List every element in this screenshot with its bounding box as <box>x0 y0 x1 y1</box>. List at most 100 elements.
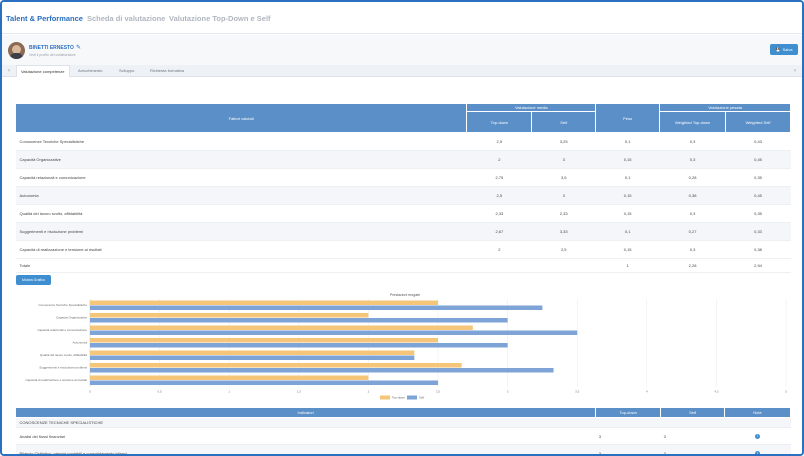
indicators-table-body: CONOSCENZE TECNICHE SPECIALISTICHE Analis… <box>15 417 791 454</box>
section-title: CONOSCENZE TECNICHE SPECIALISTICHE <box>15 417 791 428</box>
save-icon: 💾 <box>775 47 781 52</box>
weighted-self-cell: 0,38 <box>725 240 791 259</box>
peso-cell: 0,15 <box>595 240 660 259</box>
bar-self-2[interactable] <box>90 330 578 336</box>
legend-label: Top-down <box>392 396 405 400</box>
nav-link-valutazione[interactable]: Valutazione Top-Down e Self <box>169 14 271 23</box>
bar-top-down-1[interactable] <box>90 313 369 318</box>
note-icon[interactable]: i <box>755 451 761 454</box>
main-content: Fattori valutati Valutazione media Peso … <box>2 78 802 454</box>
header-valutazione-media: Valutazione media <box>466 103 597 112</box>
chevron-right-icon[interactable]: › <box>794 68 796 74</box>
category-label: Capacità di realizzazione e tensione ai … <box>25 378 87 382</box>
total-row: Totale 1 2,28 2,94 <box>15 258 791 273</box>
factor-cell: Capacità di realizzazione e tensione ai … <box>15 240 467 259</box>
bar-top-down-5[interactable] <box>90 363 462 368</box>
topdown-cell: 2 <box>466 240 532 259</box>
bar-self-5[interactable] <box>90 368 554 373</box>
self-value[interactable]: 3 <box>660 444 725 454</box>
category-label: Capacità Organizzative <box>56 316 87 320</box>
nav-link-scheda[interactable]: Scheda di valutazione <box>87 14 166 23</box>
note-cell: i <box>724 444 791 454</box>
legend-swatch <box>407 395 417 400</box>
weighted-topdown-cell: 0,38 <box>659 186 726 205</box>
empty-cell <box>466 258 532 273</box>
save-button[interactable]: 💾 Salva <box>770 44 798 55</box>
weighted-topdown-cell: 0,3 <box>659 150 726 169</box>
self-cell: 3 <box>531 150 596 169</box>
category-label: Suggerimenti e risoluzione problemi <box>39 366 87 370</box>
header-self-2: Self <box>660 407 726 418</box>
header-fattori: Fattori valutati <box>14 103 468 133</box>
header-weighted-self: Weighted Self <box>725 111 791 133</box>
factor-cell: Capacità Organizzative <box>15 150 467 169</box>
edit-icon[interactable]: ✎ <box>76 45 82 51</box>
bar-top-down-0[interactable] <box>90 300 438 306</box>
tab-richiesta-formativa[interactable]: Richiesta formativa <box>150 68 185 73</box>
legend-swatch <box>380 395 390 400</box>
x-tick-label: 3,5 <box>575 390 580 394</box>
self-cell: 3,33 <box>531 222 596 241</box>
performance-chart: Prestazioni erogate Conoscenze Tecniche … <box>25 293 787 400</box>
total-weighted-self: 2,94 <box>725 258 791 273</box>
table-row: Bilancio Civilistico, principi contabili… <box>15 444 791 454</box>
topdown-value[interactable]: 3 <box>595 444 661 454</box>
weighted-self-cell: 0,35 <box>725 168 791 187</box>
note-icon[interactable]: i <box>755 434 761 439</box>
peso-cell: 0,15 <box>595 186 660 205</box>
self-cell: 3 <box>531 186 596 205</box>
bar-top-down-6[interactable] <box>90 375 369 381</box>
category-label: Autonomia <box>73 341 88 345</box>
bar-top-down-4[interactable] <box>90 350 415 356</box>
nav-title[interactable]: Talent & Performance <box>6 14 83 23</box>
topdown-value[interactable]: 3 <box>595 427 661 445</box>
weighted-self-cell: 0,33 <box>725 222 791 241</box>
topdown-cell: 2 <box>466 150 532 169</box>
section-row: CONOSCENZE TECNICHE SPECIALISTICHE <box>15 417 791 428</box>
note-cell: i <box>724 427 791 445</box>
weighted-topdown-cell: 0,27 <box>659 222 726 241</box>
header-note: Note <box>724 407 791 418</box>
header-valutazione-pesata: Valutazione pesata <box>659 103 791 112</box>
x-tick-label: 0,5 <box>158 390 163 394</box>
x-tick-label: 4,5 <box>714 390 719 394</box>
tab-arricchimento[interactable]: Arricchimento <box>78 68 103 73</box>
factor-cell: Suggerimenti e risoluzione problemi <box>15 222 467 241</box>
bar-self-1[interactable] <box>90 318 508 323</box>
legend-label: Self <box>419 396 424 400</box>
x-tick-label: 3 <box>507 390 509 394</box>
bar-top-down-3[interactable] <box>90 338 438 343</box>
weighted-topdown-cell: 0,3 <box>659 132 726 151</box>
evaluation-table-body: Conoscenze Tecniche Specialistiche 2,5 3,2… <box>15 132 791 273</box>
self-cell: 2,33 <box>531 204 596 223</box>
topdown-cell: 2,5 <box>466 186 532 205</box>
profile-link[interactable]: Vedi il profilo del collaboratore <box>29 53 76 57</box>
bar-top-down-2[interactable] <box>90 325 473 331</box>
total-label: Totale <box>15 258 467 273</box>
show-chart-button[interactable]: Mostra Grafico <box>16 275 51 285</box>
bar-self-4[interactable] <box>90 355 415 361</box>
table-row: Capacità Organizzative 2 3 0,15 0,3 0,45 <box>15 150 791 169</box>
header-indicatori: Indicatori <box>14 407 597 418</box>
profile-bar: BINETTI ERNESTO ✎ Vedi il profilo del co… <box>2 35 802 65</box>
top-navigation: Talent & Performance Scheda di valutazio… <box>2 2 802 34</box>
topdown-cell: 2,75 <box>466 168 532 187</box>
bar-self-0[interactable] <box>90 305 543 311</box>
category-label: Conoscenze Tecniche Specialistiche <box>39 303 88 307</box>
factor-cell: Capacità relazionali e comunicazione <box>15 168 467 187</box>
peso-cell: 0,15 <box>595 204 660 223</box>
tab-valutazione-competenze[interactable]: Valutazione competenze <box>16 65 70 77</box>
tab-sviluppo[interactable]: Sviluppo <box>119 68 135 73</box>
self-value[interactable]: 3 <box>660 427 725 445</box>
table-row: Capacità relazionali e comunicazione 2,75… <box>15 168 791 187</box>
total-peso: 1 <box>595 258 660 273</box>
weighted-self-cell: 0,45 <box>725 150 791 169</box>
bar-self-6[interactable] <box>90 380 438 386</box>
indicator-cell: Bilancio Civilistico, principi contabili… <box>15 444 596 454</box>
factor-cell: Conoscenze Tecniche Specialistiche <box>15 132 467 151</box>
table-row: Qualità del lavoro svolto, affidabilità 2… <box>15 204 791 223</box>
peso-cell: 0,1 <box>595 132 660 151</box>
bar-self-3[interactable] <box>90 343 508 348</box>
factor-cell: Qualità del lavoro svolto, affidabilità <box>15 204 467 223</box>
chevron-left-icon[interactable]: ‹ <box>8 68 10 74</box>
